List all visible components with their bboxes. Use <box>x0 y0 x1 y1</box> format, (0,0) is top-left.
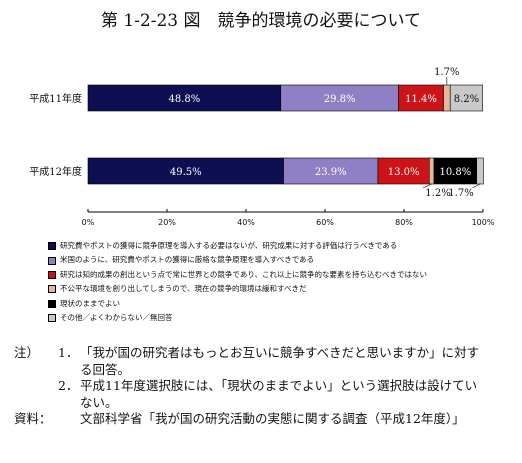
notes: 注） 1． 「我が国の研究者はもっとお互いに競争すべきだと思いますか」に対する回… <box>14 345 480 428</box>
legend-label: 米国のように、研究費やポストの獲得に厳格な競争原理を導入すべきである <box>60 255 315 265</box>
x-tick-label: 40% <box>237 218 255 227</box>
legend-item: 米国のように、研究費やポストの獲得に厳格な競争原理を導入すべきである <box>48 253 427 267</box>
bar-segment <box>428 157 435 185</box>
source: 資料： 文部科学省「我が国の研究活動の実態に関する調査（平成12年度）」 <box>14 411 480 428</box>
bar-segment <box>280 84 399 112</box>
legend-swatch <box>48 242 56 251</box>
legend-swatch <box>48 314 56 323</box>
data-label: 23.9% <box>315 167 347 178</box>
legend-label: 研究費やポストの獲得に競争原理を導入する必要はないが、研究成果に対する評価は行う… <box>60 241 398 250</box>
data-label: 13.0% <box>388 167 420 178</box>
legend-label: 不公平な環境を創り出してしまうので、現在の競争的環境は緩和すべきだ <box>60 284 307 294</box>
legend: 研究費やポストの獲得に競争原理を導入する必要はないが、研究成果に対する評価は行う… <box>48 239 427 325</box>
source-label: 資料： <box>14 411 52 426</box>
legend-label: 現状のままでよい <box>60 298 120 308</box>
note-number: 1． <box>58 345 79 360</box>
leader-line <box>472 183 481 189</box>
legend-swatch <box>48 271 56 280</box>
note-2: 2． 平成11年度選択肢には、「現状のままでよい」という選択肢は設けていない。 <box>14 378 480 411</box>
legend-item: 不公平な環境を創り出してしまうので、現在の競争的環境は緩和すべきだ <box>48 282 427 296</box>
data-label: 1.7% <box>448 188 473 199</box>
legend-swatch <box>48 256 56 265</box>
bar-segment <box>449 84 483 112</box>
note-1: 注） 1． 「我が国の研究者はもっとお互いに競争すべきだと思いますか」に対する回… <box>14 345 480 378</box>
legend-swatch <box>48 285 56 294</box>
data-label: 10.8% <box>439 167 471 178</box>
x-tick-label: 100% <box>472 218 495 227</box>
legend-swatch <box>48 299 56 308</box>
data-label: 1.7% <box>434 67 459 78</box>
data-label: 49.5% <box>170 167 202 178</box>
note-label: 注） <box>14 345 40 360</box>
note-text: 「我が国の研究者はもっとお互いに競争すべきだと思いますか」に対する回答。 <box>80 345 480 377</box>
x-tick-label: 60% <box>316 218 334 227</box>
note-text: 平成11年度選択肢には、「現状のままでよい」という選択肢は設けていない。 <box>80 378 478 410</box>
bar-segment <box>433 157 477 185</box>
data-label: 1.2% <box>425 188 450 199</box>
bar-segment <box>87 84 282 112</box>
bar-segment <box>377 157 430 185</box>
x-tick-label: 20% <box>158 218 176 227</box>
data-label: 8.2% <box>454 94 479 105</box>
legend-label: その他／よくわからない／無回答 <box>60 313 173 323</box>
legend-item: 研究費やポストの獲得に競争原理を導入する必要はないが、研究成果に対する評価は行う… <box>48 239 427 253</box>
data-label: 48.8% <box>168 94 200 105</box>
category-label: 平成11年度 <box>29 92 82 105</box>
data-label: 29.8% <box>324 94 356 105</box>
leader-line <box>422 183 432 189</box>
chart-title: 第 1-2-23 図 競争的環境の必要について <box>100 11 422 31</box>
category-label: 平成12年度 <box>29 165 82 178</box>
legend-label: 研究は知的成果の創出という点で常に世界との競争であり、これ以上に競争的な要素を持… <box>60 269 428 279</box>
legend-item: その他／よくわからない／無回答 <box>48 311 427 325</box>
stacked-bar-chart: 0% 20% 40% 60% 80% 100% 平成11年度 48.8% 29.8% 11.4% 1… <box>29 67 495 227</box>
x-tick-label: 0% <box>82 218 95 227</box>
bar-segment <box>443 84 451 112</box>
source-text: 文部科学省「我が国の研究活動の実態に関する調査（平成12年度）」 <box>80 411 465 426</box>
bar-segment <box>398 84 444 112</box>
data-label: 11.4% <box>405 94 437 105</box>
legend-item: 現状のままでよい <box>48 297 427 311</box>
bar-segment <box>476 157 484 185</box>
legend-item: 研究は知的成果の創出という点で常に世界との競争であり、これ以上に競争的な要素を持… <box>48 268 427 282</box>
note-number: 2． <box>58 378 79 393</box>
x-tick-label: 80% <box>395 218 413 227</box>
